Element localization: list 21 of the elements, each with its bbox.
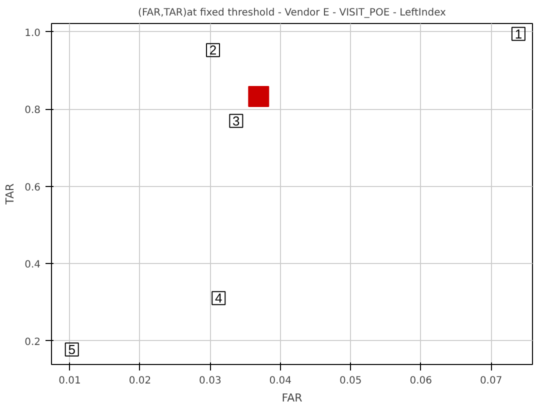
y-tick-label: 0.8	[24, 105, 41, 116]
x-tick-label: 0.03	[199, 376, 222, 386]
y-axis-title: TAR	[4, 183, 17, 206]
chart-title: (FAR,TAR)at fixed threshold - Vendor E - VISIT_POE - LeftIndex	[138, 8, 446, 18]
y-tick-label: 0.2	[24, 336, 41, 348]
y-tick-label: 0.4	[24, 260, 41, 271]
annotation: 2	[209, 42, 217, 58]
x-tick-label: 0.02	[128, 376, 152, 386]
x-tick-label: 0.04	[269, 376, 292, 386]
point	[248, 86, 270, 107]
annotation: 1	[514, 26, 522, 42]
x-tick-label: 0.01	[58, 376, 81, 386]
x-tick-label: 0.07	[480, 376, 502, 386]
x-axis-title: FAR	[282, 392, 303, 404]
y-tick-label: 0.6	[24, 182, 41, 194]
annotation: 3	[232, 113, 240, 128]
annotation: 4	[215, 290, 222, 306]
x-tick-label: 0.05	[340, 376, 362, 386]
annotation: 5	[68, 342, 76, 357]
y-tick-label: 1.0	[24, 28, 41, 39]
x-tick-label: 0.06	[410, 376, 432, 386]
